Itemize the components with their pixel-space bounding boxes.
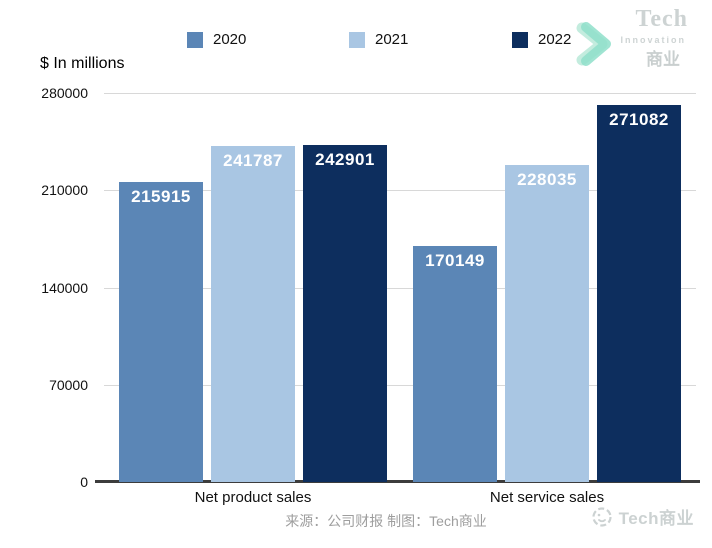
brand-cn-name: 商业 xyxy=(646,50,680,69)
legend-swatch xyxy=(349,31,365,48)
x-axis-line xyxy=(95,480,700,483)
bar-2020-net-product-sales: 215915 xyxy=(119,182,203,482)
x-axis-category-label: Net service sales xyxy=(489,489,605,506)
legend-item-2021: 2021 xyxy=(349,31,408,48)
y-axis-units-label: $ In millions xyxy=(40,55,125,72)
legend-item-2022: 2022 xyxy=(512,31,571,48)
bar-value-label: 170149 xyxy=(425,250,485,270)
bar-value-label: 241787 xyxy=(223,151,283,171)
y-axis-tick-label: 70000 xyxy=(49,376,88,393)
legend-swatch xyxy=(187,31,203,48)
legend-label: 2020 xyxy=(213,31,247,48)
source-credit-text: 来源：公司财报 制图：Tech商业 xyxy=(285,513,487,529)
bar-value-label: 271082 xyxy=(609,110,669,130)
brand-doodle-icon xyxy=(591,506,612,527)
y-axis-tick-label: 140000 xyxy=(41,279,88,296)
bar-2021-net-service-sales: 228035 xyxy=(505,165,589,482)
bar-value-label: 215915 xyxy=(131,187,191,207)
legend-label: 2022 xyxy=(538,31,572,48)
bar-2022-net-service-sales: 271082 xyxy=(597,105,681,482)
legend-item-2020: 2020 xyxy=(187,31,246,48)
gridline xyxy=(104,93,696,94)
bar-2020-net-service-sales: 170149 xyxy=(413,245,497,482)
gridline xyxy=(104,384,696,386)
bar-2022-net-product-sales: 242901 xyxy=(303,144,387,482)
x-axis-category-label: Net product sales xyxy=(194,489,312,506)
bar-2021-net-product-sales: 241787 xyxy=(211,146,295,482)
brand-name: Tech xyxy=(635,6,688,32)
legend-swatch xyxy=(512,31,528,48)
watermark-brand-text: Tech商业 xyxy=(618,509,694,528)
gridline xyxy=(104,190,696,192)
bar-value-label: 228035 xyxy=(517,170,577,190)
legend-label: 2021 xyxy=(375,31,409,48)
bar-value-label: 242901 xyxy=(315,149,375,169)
y-axis-tick-label: 280000 xyxy=(41,85,88,101)
y-axis-tick-label: 0 xyxy=(80,474,88,490)
gridline xyxy=(104,287,696,289)
brand-subtitle: Innovation xyxy=(620,35,686,45)
brand-logo: Tech Innovation 商业 xyxy=(576,4,688,69)
bottom-watermark: Tech商业 xyxy=(590,504,694,529)
chevron-arrow-icon xyxy=(576,22,611,66)
y-axis-tick-label: 210000 xyxy=(41,182,88,199)
